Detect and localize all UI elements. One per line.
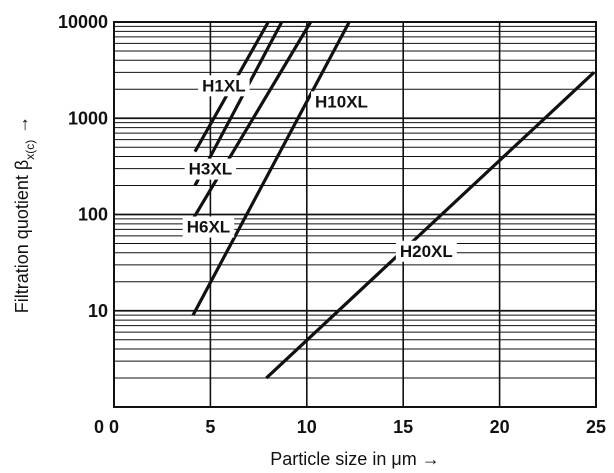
x-tick-label: 10 <box>297 417 317 437</box>
series-label-h20xl: H20XL <box>395 240 457 262</box>
series-label-h3xl: H3XL <box>184 158 237 180</box>
y-tick-label: 10 <box>88 301 108 321</box>
tick-labels: 0 5 10 15 20 25 0 10 100 1000 10000 <box>58 12 606 437</box>
x-tick-label: 25 <box>586 417 606 437</box>
y-axis-title: Filtration quotient βx(c) → <box>12 116 37 313</box>
series-label-h10xl: H10XL <box>311 91 372 113</box>
x-tick-label: 20 <box>490 417 510 437</box>
series-label-h6xl: H6XL <box>182 216 235 238</box>
x-tick-label: 5 <box>205 417 215 437</box>
series-line-h10xl <box>191 21 351 316</box>
series-labels: H1XL H3XL H6XL H10XL H20XL <box>182 75 457 262</box>
series-label-background <box>184 158 237 180</box>
series-label-background <box>182 216 235 238</box>
y-tick-label: 10000 <box>58 12 108 32</box>
series-label-text: H1XL <box>202 76 245 95</box>
x-tick-label: 15 <box>393 417 413 437</box>
x-tick-label: 0 <box>109 417 119 437</box>
series-label-h1xl: H1XL <box>198 75 250 97</box>
series-label-background <box>395 240 457 262</box>
plot-frame <box>113 21 597 408</box>
y-axis-title-subscript: x(c) <box>23 140 37 160</box>
y-axis-title-main: Filtration quotient β <box>12 160 32 313</box>
y-tick-label: 100 <box>78 205 108 225</box>
series-label-background <box>311 91 372 113</box>
series-label-text: H6XL <box>187 218 230 237</box>
series-label-background <box>198 75 250 97</box>
x-axis-title: Particle size in μm → <box>270 449 439 469</box>
series-label-text: H10XL <box>315 92 368 111</box>
y-tick-label: 1000 <box>68 108 108 128</box>
series-line-h6xl <box>191 21 313 220</box>
series-line-h3xl <box>193 21 284 187</box>
series-label-text: H3XL <box>189 160 232 179</box>
y-tick-label: 0 <box>94 417 104 437</box>
grid <box>114 22 596 407</box>
series-lines <box>191 21 596 380</box>
series-label-text: H20XL <box>400 242 453 261</box>
series-line-h20xl <box>265 71 596 380</box>
y-axis-title-arrow: → <box>12 116 32 134</box>
